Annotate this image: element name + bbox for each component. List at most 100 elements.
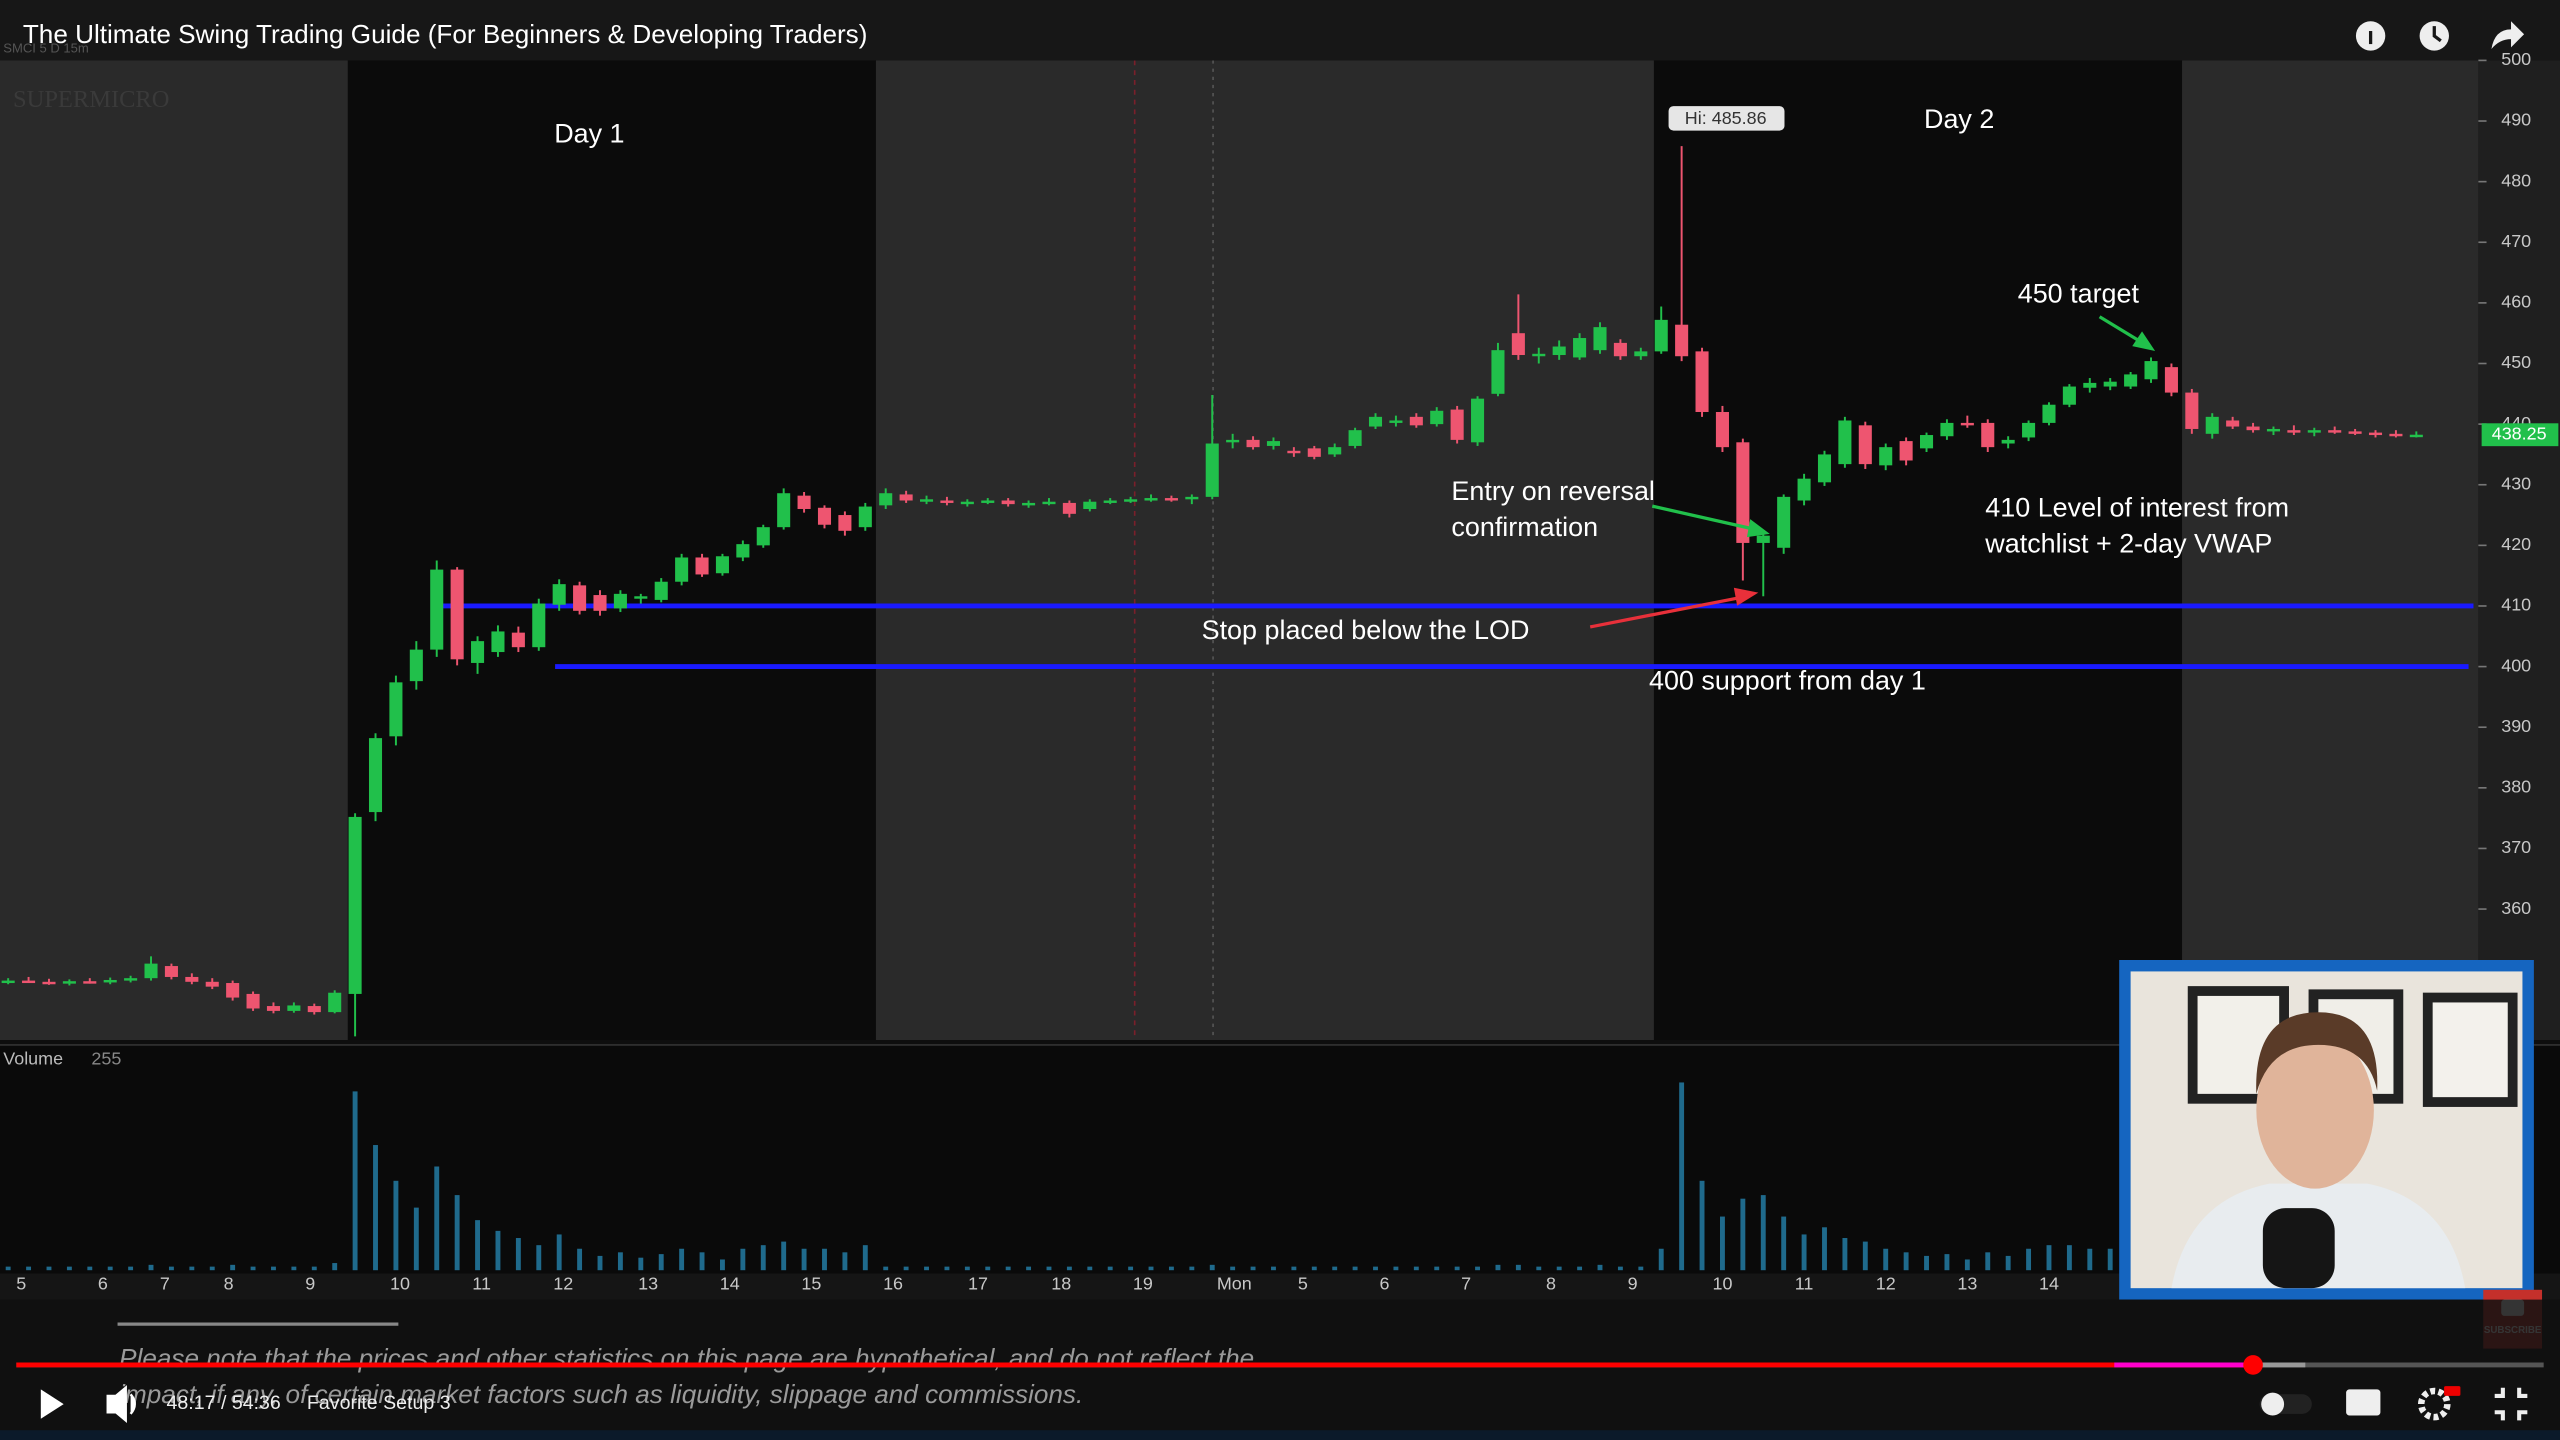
progress-handle[interactable]: [2243, 1355, 2263, 1375]
candle-body: [22, 980, 36, 984]
volume-bar: [1862, 1241, 1868, 1271]
chapter[interactable]: Favorite Setup 3: [307, 1392, 451, 1414]
volume-button[interactable]: [106, 1385, 136, 1424]
high-tag: [1668, 106, 1785, 131]
candle-body: [1062, 502, 1076, 514]
candle-body: [1960, 422, 1974, 426]
candle-body: [573, 585, 587, 611]
volume-bar: [1046, 1266, 1052, 1271]
cc-button[interactable]: [2346, 1389, 2381, 1416]
candle-body: [287, 1005, 301, 1011]
autoplay-knob: [2261, 1392, 2285, 1416]
play-button[interactable]: [40, 1389, 64, 1419]
candle-body: [1164, 498, 1178, 501]
volume-bar: [1128, 1266, 1134, 1271]
annotation: Stop placed below the LOD: [1202, 615, 1530, 645]
settings-button[interactable]: [2417, 1387, 2451, 1421]
volume-bar: [1454, 1266, 1460, 1271]
candle-body: [1981, 422, 1995, 448]
candle-body: [552, 584, 566, 605]
x-tick-label: 8: [1546, 1274, 1556, 1294]
y-tick-label: 380: [2501, 777, 2531, 797]
candle-body: [593, 595, 607, 611]
y-tick-label: 460: [2501, 292, 2531, 312]
y-tick-label: 420: [2501, 534, 2531, 554]
candle-body: [164, 966, 178, 977]
fullscreen-button[interactable]: [2494, 1387, 2528, 1421]
candle-body: [1736, 442, 1750, 543]
x-tick-label: 13: [638, 1274, 658, 1294]
x-tick-label: 11: [1795, 1274, 1814, 1294]
x-tick-label: 14: [720, 1274, 740, 1294]
candle-body: [205, 981, 219, 987]
candle-body: [1266, 441, 1280, 446]
y-tick-label: 390: [2501, 716, 2531, 736]
candle-body: [1287, 450, 1301, 454]
x-tick-label: 17: [968, 1274, 988, 1294]
candle-body: [675, 557, 689, 582]
candle-body: [185, 976, 199, 982]
volume-bar: [883, 1266, 889, 1271]
volume-bar: [1066, 1266, 1072, 1271]
candle-body: [1185, 496, 1199, 500]
candle-body: [1368, 416, 1383, 427]
candle-body: [1675, 324, 1689, 357]
candle-body: [1511, 333, 1525, 356]
candle-body: [62, 981, 76, 984]
candle-body: [899, 494, 913, 501]
bottom-strip: [0, 1430, 2560, 1440]
annotation: 400 support from day 1: [1649, 666, 1926, 696]
x-tick-label: 15: [801, 1274, 821, 1294]
candle-body: [1, 980, 15, 984]
candle-body: [2144, 361, 2158, 380]
candle-body: [2246, 426, 2260, 431]
volume-bar: [1026, 1266, 1032, 1271]
candle-body: [1879, 447, 1893, 466]
volume-bar: [1311, 1266, 1317, 1271]
share-button[interactable]: [2491, 21, 2525, 49]
volume-bar: [1413, 1266, 1419, 1271]
arrowhead: [2132, 331, 2156, 352]
candle-body: [1654, 319, 1668, 352]
x-tick-label: 16: [883, 1274, 903, 1294]
y-tick-label: 490: [2501, 110, 2531, 130]
volume-bar: [311, 1266, 317, 1271]
candle-body: [981, 500, 995, 503]
volume-bar: [1638, 1266, 1644, 1271]
volume-bar: [1699, 1180, 1705, 1271]
poster: [2432, 1002, 2508, 1098]
session-bands: [347, 60, 2183, 1041]
volume-bar: [515, 1238, 521, 1271]
candle-body: [2124, 374, 2138, 387]
candle-body: [2409, 434, 2423, 438]
candle-body: [491, 631, 505, 653]
y-tick-label: 430: [2501, 473, 2531, 493]
candle-body: [2103, 381, 2117, 387]
x-tick-label: 18: [1051, 1274, 1071, 1294]
volume-bar: [1658, 1248, 1664, 1271]
volume-bar: [1781, 1216, 1787, 1271]
volume-bar: [679, 1248, 685, 1271]
x-tick-label: 14: [2039, 1274, 2059, 1294]
candle-body: [1634, 351, 1648, 357]
volume-bar: [1271, 1266, 1276, 1271]
volume-bar: [536, 1245, 542, 1271]
candle-body: [2287, 430, 2301, 433]
x-tick-label: 7: [160, 1274, 170, 1294]
candle-body: [960, 501, 974, 505]
volume-bar: [46, 1266, 52, 1271]
volume-bar: [495, 1230, 501, 1271]
video-title[interactable]: The Ultimate Swing Trading Guide (For Be…: [23, 19, 868, 49]
candle-body: [144, 963, 158, 979]
volume-bar: [250, 1266, 256, 1271]
webcam: [2119, 960, 2534, 1300]
annotation: confirmation: [1451, 512, 1598, 542]
volume-bar: [373, 1145, 378, 1271]
volume-bar: [2005, 1255, 2011, 1271]
volume-bar: [964, 1266, 970, 1271]
x-tick-label: 9: [1628, 1274, 1638, 1294]
volume-bar: [1230, 1266, 1236, 1271]
volume-bar: [862, 1245, 868, 1271]
candle-body: [920, 499, 934, 502]
symbol: SMCI 5 D 15m: [3, 40, 89, 55]
